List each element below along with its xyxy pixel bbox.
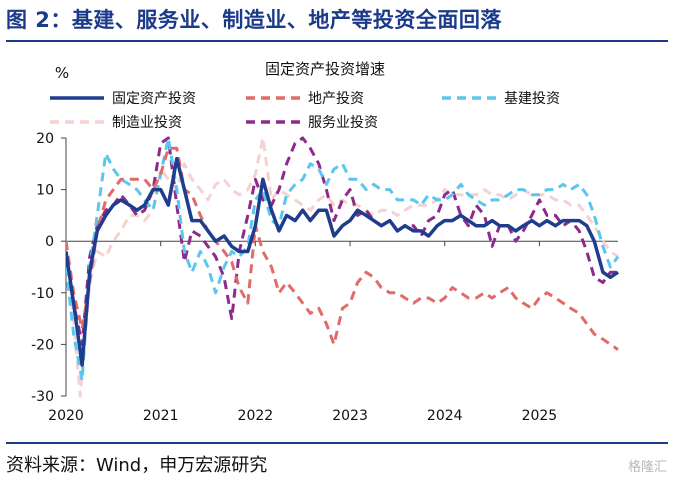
- y-tick-label: -30: [31, 389, 54, 405]
- legend-label: 基建投资: [504, 90, 560, 107]
- series-lines: [66, 136, 620, 398]
- source-note: 资料来源：Wind，申万宏源研究: [6, 455, 268, 476]
- x-tick-label: 2024: [427, 408, 463, 424]
- footer-rule: [6, 442, 668, 444]
- y-tick-label: 0: [45, 234, 54, 250]
- series-line: [66, 146, 619, 351]
- y-tick-label: 10: [36, 183, 54, 199]
- figure-title: 图 2：基建、服务业、制造业、地产等投资全面回落: [6, 8, 502, 32]
- x-tick-label: 2023: [332, 408, 368, 424]
- title-rule: [6, 40, 668, 42]
- watermark-logo: 格隆汇: [627, 460, 667, 475]
- legend-label: 制造业投资: [112, 115, 182, 131]
- chart-title: 固定资产投资增速: [265, 60, 385, 78]
- series-line: [66, 156, 619, 367]
- series-line: [66, 136, 619, 398]
- legend-label: 固定资产投资: [112, 91, 196, 107]
- x-tick-label: 2020: [48, 408, 84, 424]
- x-tick-label: 2025: [522, 408, 558, 424]
- legend-label: 服务业投资: [308, 115, 378, 131]
- y-tick-label: -20: [31, 337, 54, 353]
- y-tick-label: 20: [36, 131, 54, 147]
- legend-label: 地产投资: [308, 91, 364, 107]
- x-tick-label: 2022: [238, 408, 274, 424]
- series-line: [66, 136, 620, 382]
- x-tick-label: 2021: [143, 408, 179, 424]
- axes: 20 10 0 -10 -20 -30 2020 2021 2022 2023 2024 2025: [31, 131, 618, 424]
- y-axis-unit-label: %: [55, 64, 69, 82]
- y-tick-label: -10: [31, 286, 54, 302]
